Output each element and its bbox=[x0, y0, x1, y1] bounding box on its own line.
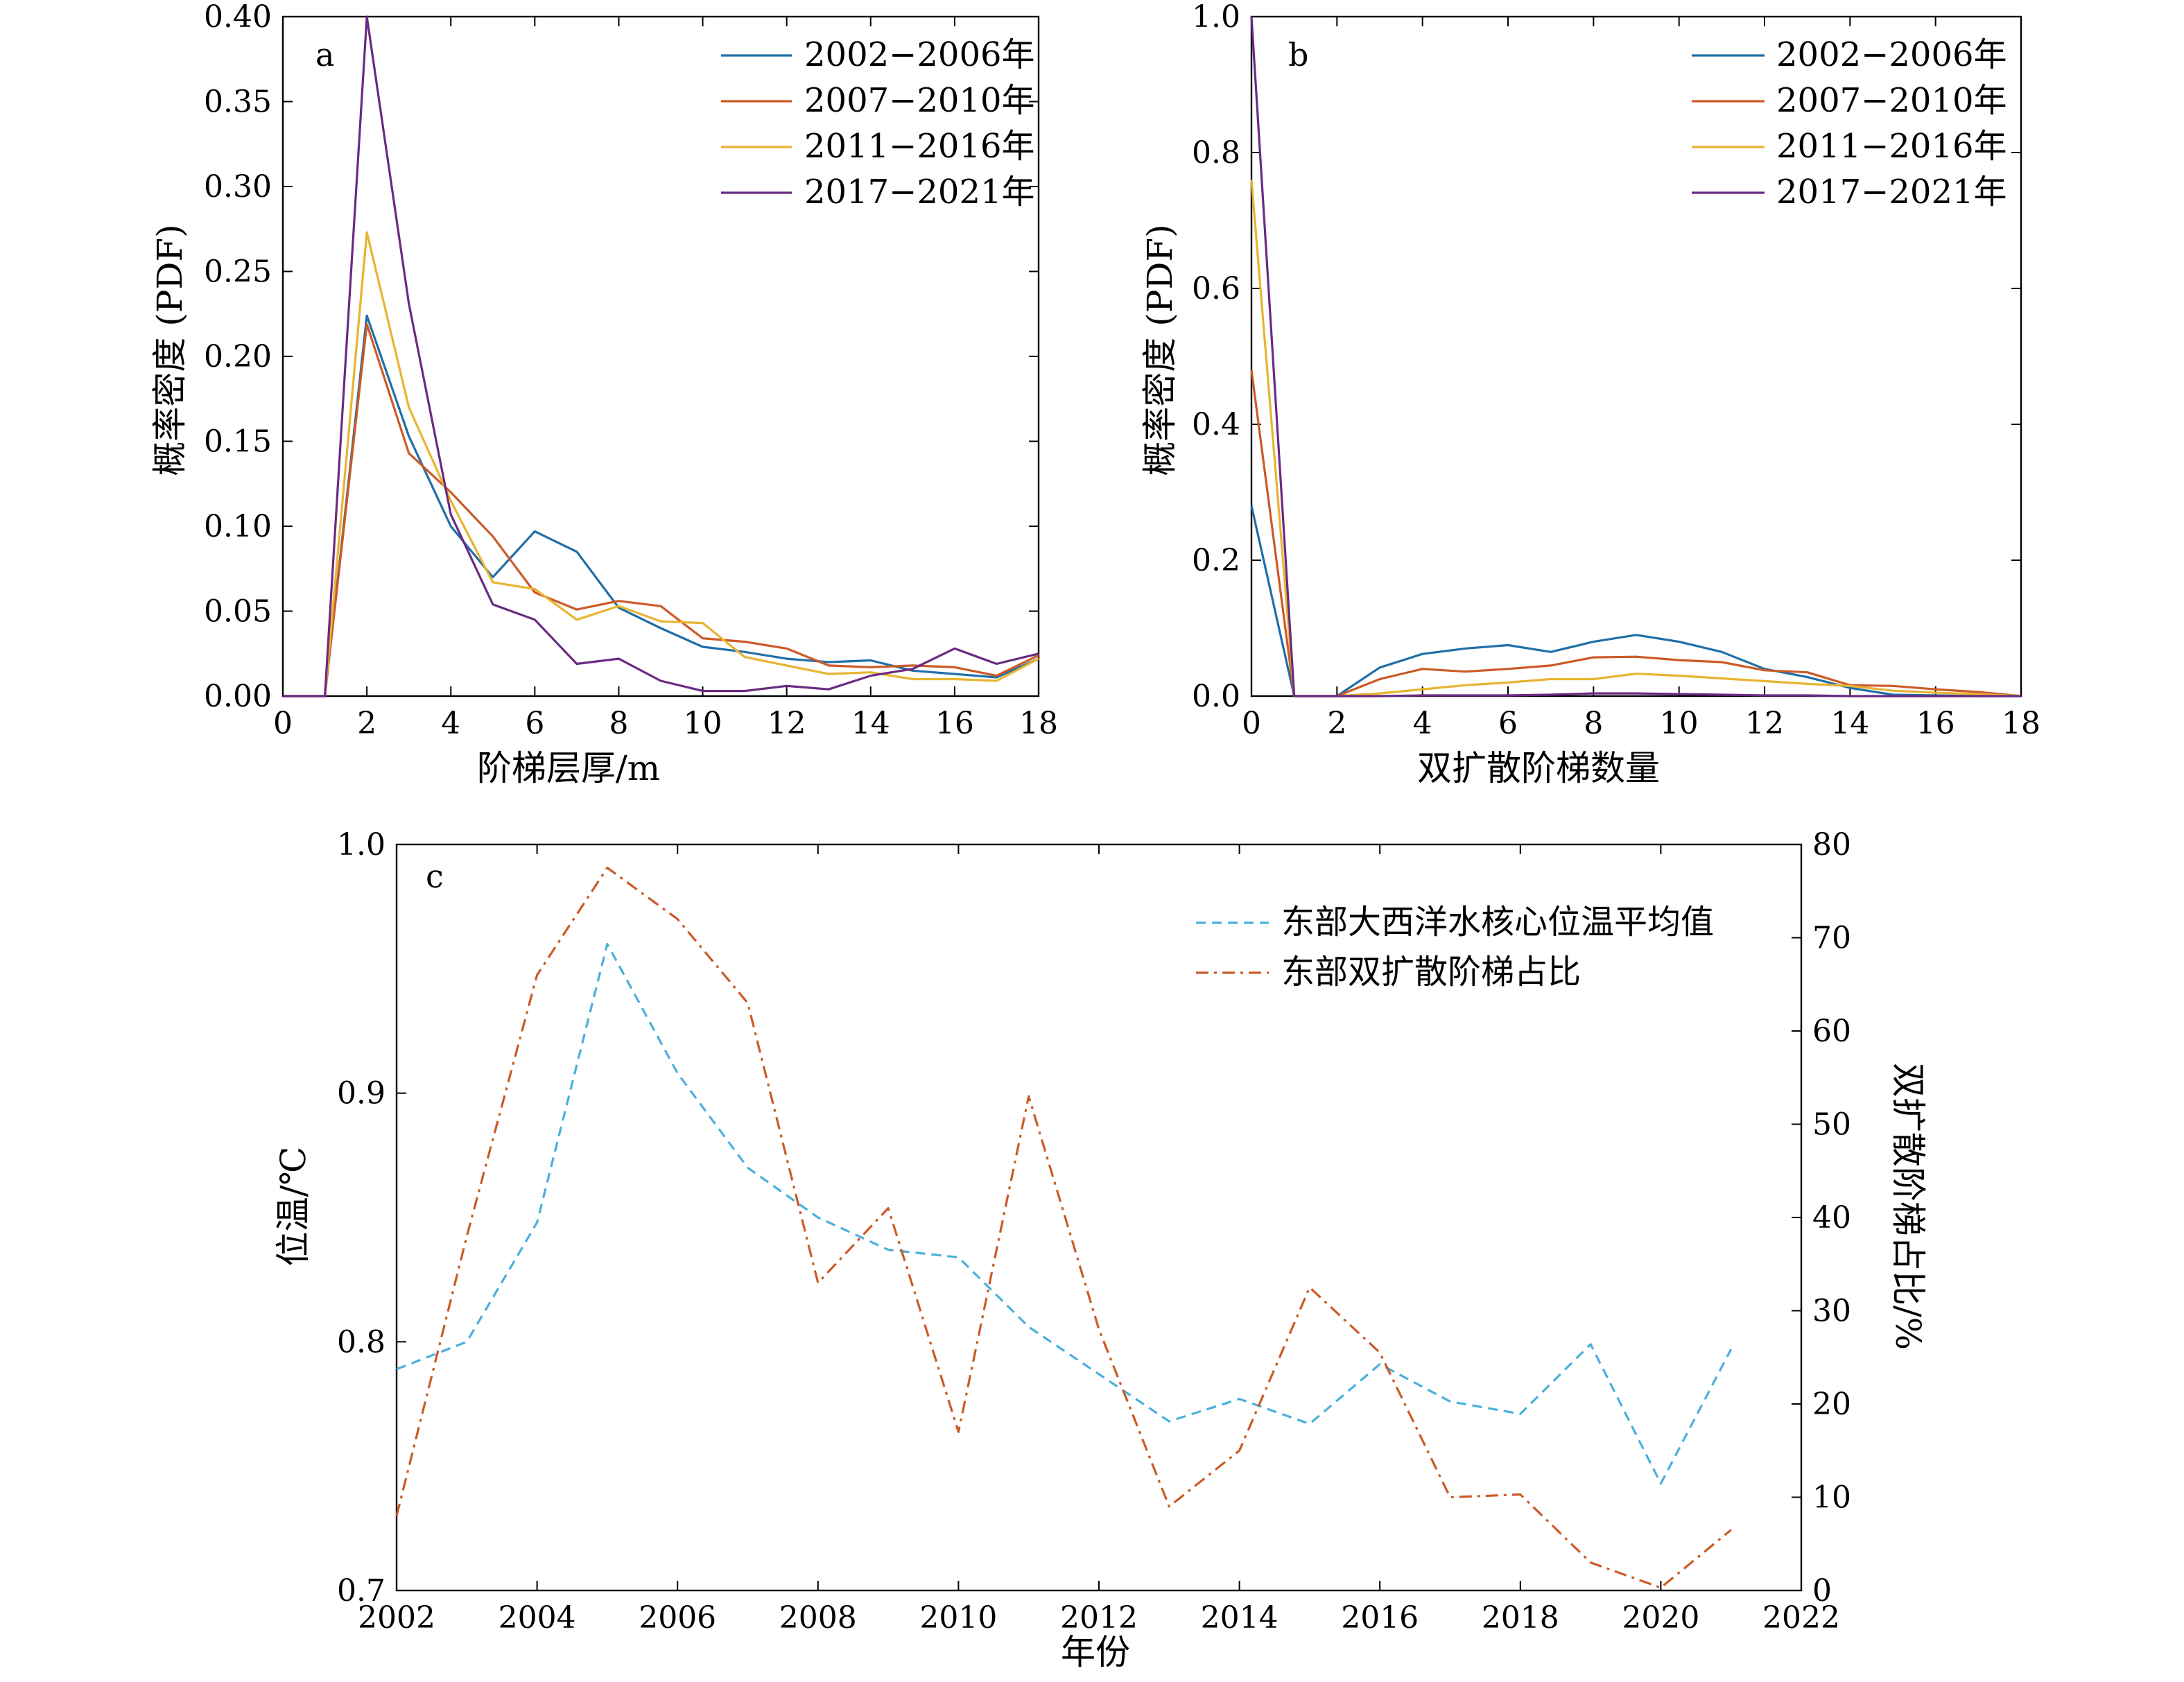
panel-b-xtick-label: 10 bbox=[1660, 706, 1699, 741]
panel-c-ylabel: 位温/℃ bbox=[273, 1147, 313, 1267]
panel-a-legend-label-2: 2007−2010年 bbox=[804, 81, 1035, 120]
panel-b-axes-frame bbox=[1250, 15, 2022, 697]
panel-b-xtick-label: 8 bbox=[1584, 706, 1603, 741]
panel-a-xtick-label: 4 bbox=[441, 706, 460, 741]
panel-a-legend-label-1: 2002−2006年 bbox=[804, 35, 1035, 74]
panel-a-ytick-label: 0.30 bbox=[204, 169, 272, 205]
panel-a-ytick-label: 0.20 bbox=[204, 339, 272, 374]
panel-c-xtick-label: 2002 bbox=[358, 1600, 435, 1636]
panel-c-y2tick-label: 40 bbox=[1812, 1200, 1851, 1236]
panel-a-xtick-label: 18 bbox=[1019, 706, 1058, 741]
panel-c-legend-label-2: 东部双扩散阶梯占比 bbox=[1281, 953, 1581, 991]
panel-b-xtick-label: 4 bbox=[1413, 706, 1432, 741]
panel-a-xtick-label: 10 bbox=[684, 706, 722, 741]
panel-a-ytick-label: 0.35 bbox=[204, 85, 272, 120]
chart-panel-a: a 阶梯层厚/m 概率密度 (PDF) 0 2 4 6 8 10 12 14 16 18 0.00 0… bbox=[150, 0, 1058, 788]
panel-c-xtick-label: 2004 bbox=[499, 1600, 576, 1636]
panel-c-xtick-label: 2016 bbox=[1341, 1600, 1419, 1636]
panel-b-ytick-label: 0.6 bbox=[1192, 271, 1240, 306]
chart-panel-b: b 双扩散阶梯数量 概率密度 (PDF) 0 2 4 6 8 10 12 14 16 18 0.0 0… bbox=[1140, 0, 2040, 788]
panel-c-y2tick-label: 0 bbox=[1812, 1573, 1832, 1609]
panel-a-xtick-label: 2 bbox=[357, 706, 376, 741]
panel-a-series-3-line bbox=[283, 231, 1039, 697]
panel-a-xtick-label: 16 bbox=[935, 706, 974, 741]
panel-c-legend-label-1: 东部大西洋水核心位温平均值 bbox=[1281, 903, 1714, 942]
panel-a-ytick-label: 0.05 bbox=[204, 594, 272, 630]
panel-b-xtick-label: 18 bbox=[2002, 706, 2040, 741]
panel-b-label: b bbox=[1288, 36, 1308, 73]
panel-a-label: a bbox=[315, 36, 334, 73]
panel-c-xtick-label: 2022 bbox=[1762, 1600, 1840, 1636]
panel-a-series-4-line bbox=[283, 15, 1039, 697]
panel-c-y2tick-label: 70 bbox=[1812, 921, 1851, 956]
panel-b-xtick-label: 12 bbox=[1745, 706, 1784, 741]
panel-b-series-4-line bbox=[1250, 16, 2021, 697]
panel-c-xtick-label: 2008 bbox=[779, 1600, 857, 1636]
panel-b-ytick-label: 0.0 bbox=[1192, 679, 1240, 714]
panel-b-series-2-line bbox=[1250, 370, 2022, 697]
panel-b-xtick-label: 16 bbox=[1916, 706, 1955, 741]
panel-b-ytick-label: 0.4 bbox=[1192, 407, 1240, 442]
panel-a-xtick-label: 14 bbox=[851, 706, 890, 741]
panel-c-xtick-label: 2020 bbox=[1622, 1600, 1699, 1636]
panel-c-y2tick-label: 10 bbox=[1812, 1480, 1851, 1516]
panel-b-series-1-line bbox=[1250, 505, 2021, 697]
panel-a-ytick-label: 0.15 bbox=[204, 424, 272, 460]
panel-a-ytick-label: 0.00 bbox=[204, 679, 272, 714]
panel-c-xlabel: 年份 bbox=[1061, 1632, 1130, 1672]
panel-b-legend-label-3: 2011−2016年 bbox=[1776, 127, 2007, 166]
panel-a-xtick-label: 6 bbox=[525, 706, 544, 741]
panel-b-ytick-label: 1.0 bbox=[1192, 0, 1240, 35]
panel-c-y2tick-label: 50 bbox=[1812, 1107, 1851, 1143]
panel-a-series-1-line bbox=[283, 314, 1039, 697]
panel-b-legend-label-1: 2002−2006年 bbox=[1776, 35, 2007, 74]
panel-c-axes-frame bbox=[395, 843, 1803, 1592]
panel-a-ytick-label: 0.25 bbox=[204, 254, 272, 290]
panel-b-xtick-label: 14 bbox=[1830, 706, 1869, 741]
chart-panel-c: c 年份 位温/℃ 双扩散阶梯占比/% 2002 2004 2006 2008 2010… bbox=[273, 827, 1928, 1672]
panel-a-xlabel: 阶梯层厚/m bbox=[477, 748, 660, 788]
panel-c-y2tick-label: 80 bbox=[1812, 827, 1851, 862]
panel-c-series-1-line bbox=[396, 942, 1733, 1485]
panel-c-xtick-label: 2018 bbox=[1482, 1600, 1559, 1636]
panel-b-xtick-label: 6 bbox=[1498, 706, 1518, 741]
panel-b-legend-label-2: 2007−2010年 bbox=[1776, 81, 2007, 120]
panel-c-xtick-label: 2014 bbox=[1201, 1600, 1279, 1636]
panel-a-series-2-line bbox=[283, 322, 1039, 697]
panel-a-xtick-label: 12 bbox=[768, 706, 806, 741]
panel-c-y2label: 双扩散阶梯占比/% bbox=[1888, 1063, 1928, 1350]
panel-c-ytick-label: 1.0 bbox=[337, 827, 385, 862]
panel-c-xtick-label: 2006 bbox=[639, 1600, 716, 1636]
panel-c-ytick-label: 0.7 bbox=[337, 1573, 385, 1609]
panel-c-label: c bbox=[426, 858, 444, 895]
panel-a-ylabel: 概率密度 (PDF) bbox=[150, 224, 190, 476]
panel-c-xtick-label: 2010 bbox=[919, 1600, 997, 1636]
panel-b-xtick-label: 2 bbox=[1327, 706, 1346, 741]
panel-a-legend: 2002−2006年 2007−2010年 2011−2016年 2017−2021年 bbox=[721, 35, 1035, 211]
panel-b-ytick-label: 0.2 bbox=[1192, 543, 1240, 578]
panel-b-xtick-label: 0 bbox=[1242, 706, 1261, 741]
panel-c-y2tick-label: 20 bbox=[1812, 1387, 1851, 1422]
panel-a-ytick-label: 0.10 bbox=[204, 509, 272, 544]
panel-c-xtick-label: 2012 bbox=[1060, 1600, 1138, 1636]
panel-b-xlabel: 双扩散阶梯数量 bbox=[1417, 748, 1660, 788]
panel-a-xtick-label: 8 bbox=[609, 706, 628, 741]
panel-b-series-3-line bbox=[1250, 180, 2022, 697]
panel-c-y2tick-label: 60 bbox=[1812, 1014, 1851, 1049]
panel-b-ytick-label: 0.8 bbox=[1192, 135, 1240, 171]
panel-c-ytick-label: 0.9 bbox=[337, 1076, 385, 1111]
panel-a-ytick-label: 0.40 bbox=[204, 0, 272, 35]
panel-c-ytick-label: 0.8 bbox=[337, 1324, 385, 1360]
panel-c-y2tick-label: 30 bbox=[1812, 1294, 1851, 1329]
panel-b-ylabel: 概率密度 (PDF) bbox=[1140, 224, 1180, 476]
panel-b-legend-label-4: 2017−2021年 bbox=[1776, 173, 2007, 211]
panel-a-xtick-label: 0 bbox=[273, 706, 293, 741]
panel-b-legend: 2002−2006年 2007−2010年 2011−2016年 2017−2021年 bbox=[1692, 35, 2007, 211]
panel-a-legend-label-3: 2011−2016年 bbox=[804, 127, 1035, 166]
panel-a-legend-label-4: 2017−2021年 bbox=[804, 173, 1035, 211]
